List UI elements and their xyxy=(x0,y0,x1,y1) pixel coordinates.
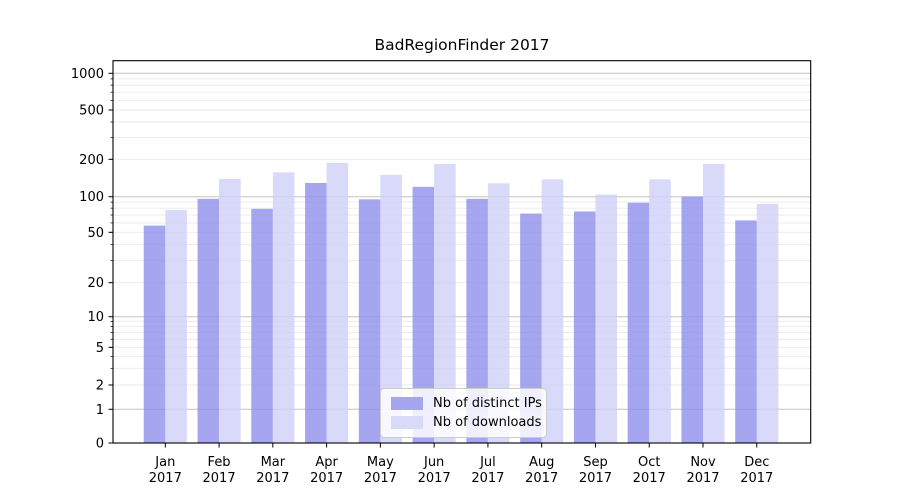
bar-downloads-aug xyxy=(541,179,564,443)
legend-item: Nb of downloads xyxy=(391,415,541,430)
legend-swatch-ips xyxy=(391,397,423,410)
bar-ips-oct xyxy=(627,202,650,443)
x-tick-label-year: 2017 xyxy=(633,471,666,486)
bar-downloads-feb xyxy=(219,178,241,443)
bar-downloads-dec xyxy=(756,203,779,443)
x-tick-label-month: Feb xyxy=(208,455,231,470)
bar-ips-jun xyxy=(412,186,435,443)
x-tick-label-month: Jul xyxy=(479,455,496,470)
bar-ips-jul xyxy=(466,198,488,443)
bar-ips-apr xyxy=(305,182,327,443)
bar-downloads-oct xyxy=(649,179,671,443)
x-tick-label-month: Nov xyxy=(690,455,716,470)
x-tick-label-year: 2017 xyxy=(579,471,612,486)
y-tick-label: 1 xyxy=(96,403,104,418)
x-tick-label-month: Apr xyxy=(315,455,338,470)
x-tick-label-month: Mar xyxy=(261,455,286,470)
x-tick-label-month: Oct xyxy=(638,455,660,470)
x-tick-label-year: 2017 xyxy=(256,471,289,486)
bar-ips-nov xyxy=(681,196,703,443)
legend-label-ips: Nb of distinct IPs xyxy=(433,396,542,411)
bar-downloads-sep xyxy=(595,194,618,443)
bar-downloads-jun xyxy=(434,164,456,443)
x-tick-label-month: Aug xyxy=(529,455,554,470)
legend-label-downloads: Nb of downloads xyxy=(433,415,542,430)
x-tick-label-year: 2017 xyxy=(149,471,182,486)
x-tick-label-month: Dec xyxy=(744,455,769,470)
y-tick-label: 10 xyxy=(87,310,104,325)
y-tick-label: 1000 xyxy=(71,67,104,82)
x-tick-label-year: 2017 xyxy=(364,471,397,486)
legend: Nb of distinct IPs Nb of downloads xyxy=(380,388,547,438)
legend-swatch-downloads xyxy=(391,416,423,429)
x-tick-label-year: 2017 xyxy=(686,471,719,486)
bar-ips-feb xyxy=(197,198,220,443)
bar-ips-sep xyxy=(573,211,596,443)
axes-frame xyxy=(112,60,812,444)
bar-downloads-nov xyxy=(703,164,725,443)
bar-ips-jan xyxy=(143,225,166,443)
x-tick-label-year: 2017 xyxy=(740,471,773,486)
x-tick-label-year: 2017 xyxy=(525,471,558,486)
bar-downloads-jan xyxy=(165,210,187,443)
y-tick-label: 200 xyxy=(79,153,104,168)
legend-item: Nb of distinct IPs xyxy=(391,396,542,411)
x-tick-label-month: Jan xyxy=(154,455,175,470)
bar-ips-may xyxy=(358,199,381,443)
bar-ips-aug xyxy=(520,213,542,443)
y-tick-label: 100 xyxy=(79,190,104,205)
y-tick-label: 2 xyxy=(96,379,104,394)
y-tick-label: 20 xyxy=(87,276,104,291)
chart-title: BadRegionFinder 2017 xyxy=(374,36,550,54)
x-tick-label-month: May xyxy=(367,455,394,470)
x-tick-label-month: Jun xyxy=(423,455,444,470)
y-tick-label: 50 xyxy=(87,226,104,241)
y-tick-label: 0 xyxy=(96,437,104,452)
bar-downloads-may xyxy=(380,174,402,444)
x-tick-label-year: 2017 xyxy=(418,471,451,486)
y-tick-label: 5 xyxy=(96,341,104,356)
bar-ips-mar xyxy=(251,208,273,443)
bar-ips-dec xyxy=(735,220,757,443)
bar-downloads-mar xyxy=(272,172,295,444)
x-tick-label-year: 2017 xyxy=(471,471,504,486)
x-tick-label-year: 2017 xyxy=(310,471,343,486)
bar-downloads-jul xyxy=(487,183,510,443)
y-tick-label: 500 xyxy=(79,104,104,119)
x-tick-label-month: Sep xyxy=(583,455,608,470)
x-tick-label-year: 2017 xyxy=(203,471,236,486)
bar-downloads-apr xyxy=(326,162,349,443)
